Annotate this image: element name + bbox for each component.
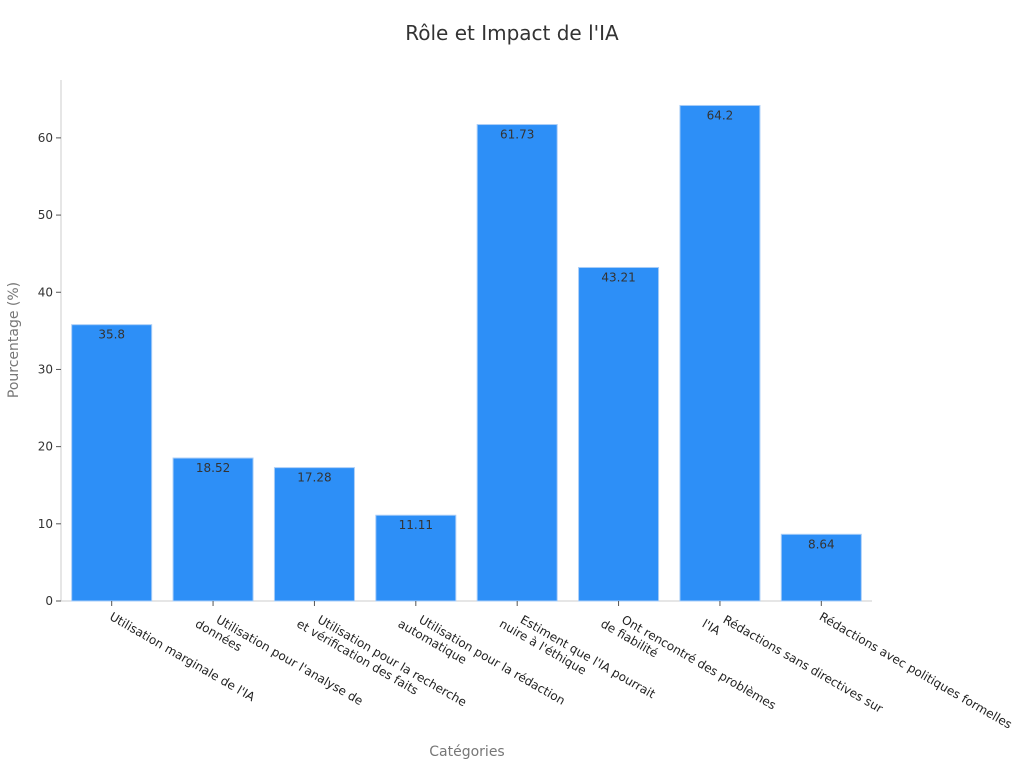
- category-label: Ont rencontré des problèmesde fiabilité: [598, 604, 778, 724]
- data-label: 64.2: [707, 108, 734, 122]
- data-label: 18.52: [196, 461, 230, 475]
- bar: [273, 467, 355, 602]
- y-tick-label: 30: [38, 362, 53, 376]
- data-label: 11.11: [399, 518, 433, 532]
- category-label: Rédactions sans directives surl'IA: [700, 604, 886, 727]
- bar: [172, 457, 254, 602]
- y-axis-title: Pourcentage (%): [6, 282, 22, 398]
- y-tick-label: 10: [38, 517, 53, 531]
- data-label: 61.73: [500, 128, 534, 142]
- bar: [71, 324, 153, 602]
- y-tick-label: 50: [38, 208, 53, 222]
- bar: [476, 124, 558, 602]
- chart-title: Rôle et Impact de l'IA: [405, 21, 619, 45]
- bar: [679, 104, 761, 602]
- category-label-line: Rédactions sans directives sur: [721, 612, 886, 715]
- category-label: Rédactions avec politiques formelles: [817, 609, 1015, 731]
- category-label-line: l'IA: [700, 617, 724, 639]
- data-label: 8.64: [808, 537, 835, 551]
- data-label: 35.8: [98, 328, 125, 342]
- bar: [578, 266, 660, 602]
- category-label: Utilisation pour la rechercheet vérifica…: [294, 604, 469, 721]
- bar: [375, 514, 457, 602]
- y-tick-label: 60: [38, 131, 53, 145]
- y-tick-label: 40: [38, 285, 53, 299]
- x-axis-title: Catégories: [429, 744, 504, 760]
- y-tick-label: 20: [38, 440, 53, 454]
- y-tick-label: 0: [45, 594, 53, 608]
- data-label: 17.28: [297, 471, 331, 485]
- data-label: 43.21: [601, 270, 635, 284]
- bar: [780, 533, 862, 602]
- category-label-line: Rédactions avec politiques formelles: [817, 609, 1015, 731]
